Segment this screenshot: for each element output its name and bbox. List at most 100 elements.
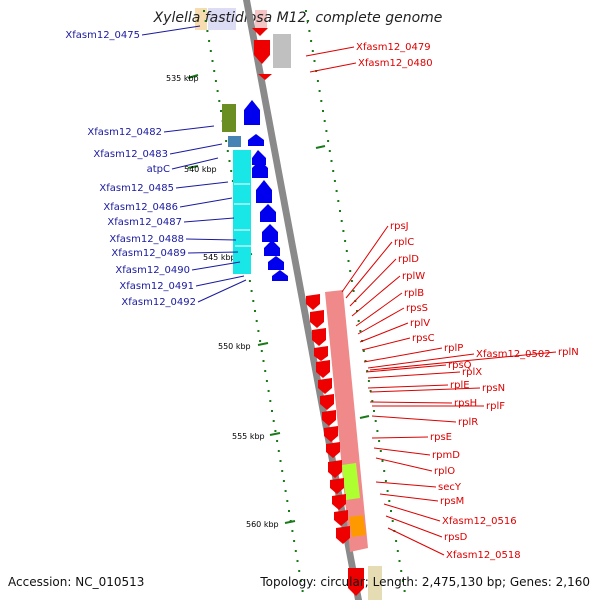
ruler-dot-right [366, 370, 369, 372]
ruler-dot-right [316, 80, 319, 82]
right-label-leader-line [309, 62, 357, 73]
forward-feature-track [222, 100, 288, 281]
ruler-dot-left [254, 310, 256, 312]
ruler-dot-right [376, 430, 379, 432]
right-gene-label: rpsM [440, 496, 464, 507]
gene-arrow-rpsc [322, 410, 336, 426]
ruler-dot-right [395, 540, 398, 542]
right-label-leader-line [345, 241, 393, 299]
left-gene-label: Xfasm12_0485 [99, 183, 174, 194]
ruler-dot-left [272, 420, 275, 422]
right-gene-labels: Xfasm12_0479 Xfasm12_0480 rpsJ rplC rplD rplW… [305, 42, 579, 561]
ruler-dot-left [208, 40, 211, 42]
ruler-dot-left [286, 500, 289, 502]
kbp-label-540: 540 kbp [184, 165, 217, 174]
gene-arrow-0478 [252, 28, 268, 36]
ruler-dot-left [265, 380, 268, 382]
ruler-dot-right [320, 100, 323, 102]
gene-arrow-0489 [264, 240, 280, 256]
right-label-leader-line [365, 364, 447, 373]
right-gene-label: Xfasm12_0502 [476, 349, 551, 360]
left-label-leader-line [195, 275, 245, 287]
ruler-dot-right [367, 380, 370, 382]
ruler-dot-left [271, 410, 273, 412]
right-label-leader-line [357, 307, 405, 335]
ruler-dot-right [373, 410, 375, 412]
right-gene-label: rplF [486, 401, 505, 412]
right-gene-label: rpsS [406, 303, 428, 314]
right-label-leader-line [379, 493, 439, 502]
gene-arrow-rpsh [334, 510, 348, 526]
kbp-tick-550 [257, 342, 269, 346]
gene-arrow-0488 [262, 224, 278, 242]
right-gene-label: rplX [462, 367, 482, 378]
ruler-dot-right [350, 280, 353, 282]
ruler-dot-right [384, 480, 387, 482]
ruler-dot-right [364, 360, 367, 362]
ruler-dot-left [228, 160, 231, 162]
right-label-leader-line [369, 351, 557, 371]
right-gene-label: rplC [394, 237, 414, 248]
kbp-label-560: 560 kbp [246, 520, 279, 529]
right-gene-label: rplO [434, 466, 455, 477]
kbp-tick-535 [187, 74, 199, 79]
right-label-leader-line [373, 447, 431, 456]
ruler-dot-left [226, 150, 229, 152]
ruler-dot-left [204, 20, 207, 22]
gene-arrow-rplp [324, 426, 338, 442]
right-gene-label: secY [438, 482, 462, 493]
ruler-dot-right [332, 170, 335, 172]
ruler-dot-left [276, 440, 279, 442]
right-label-leader-line [367, 384, 449, 389]
gene-block-0479 [273, 34, 291, 68]
ruler-dot-left [211, 60, 214, 62]
gene-block-bottom-tan [368, 566, 382, 600]
right-gene-label: rplE [450, 380, 470, 391]
ruler-dot-right [390, 510, 392, 512]
left-label-leader-line [187, 251, 239, 254]
right-gene-label: rplP [444, 343, 463, 354]
right-label-leader-line [371, 415, 457, 423]
ruler-dot-left [206, 30, 209, 32]
right-gene-label: rpsE [430, 432, 452, 443]
ruler-dot-right [342, 230, 345, 232]
right-label-leader-line [369, 387, 481, 393]
ruler-dot-left [284, 490, 287, 492]
ruler-dot-right [323, 120, 326, 122]
kbp-tick-right-a [315, 145, 326, 149]
right-gene-label: Xfasm12_0479 [356, 42, 431, 53]
ribosomal-operon-track [306, 290, 368, 552]
ruler-dot-right [386, 490, 389, 492]
ruler-dot-left [260, 350, 263, 352]
left-gene-label: Xfasm12_0475 [65, 30, 140, 41]
genome-backbone [243, 0, 362, 600]
ruler-dot-left [225, 140, 228, 142]
gene-arrow-0482 [244, 100, 260, 125]
left-gene-label: Xfasm12_0488 [109, 234, 184, 245]
left-label-leader-line [169, 143, 223, 155]
gene-arrow-rplv [320, 394, 334, 410]
ruler-dot-left [277, 450, 280, 452]
ruler-dot-right [357, 320, 360, 322]
right-gene-label: rpsD [444, 532, 468, 543]
kbp-label-535: 535 kbp [166, 74, 199, 83]
topology-text: Topology: circular; Length: 2,475,130 bp… [259, 575, 590, 589]
right-label-leader-line [387, 527, 445, 556]
right-label-leader-line [367, 371, 461, 379]
left-gene-label: atpC [147, 164, 170, 175]
ruler-dot-right [356, 310, 358, 312]
left-label-leader-line [179, 197, 233, 208]
ruler-dot-right [344, 240, 347, 242]
right-gene-label: rplV [410, 318, 430, 329]
right-gene-label: Xfasm12_0518 [446, 550, 521, 561]
left-gene-label: Xfasm12_0492 [121, 297, 196, 308]
right-label-leader-line [371, 436, 429, 439]
ruler-dot-right [400, 570, 403, 572]
left-label-leader-line [141, 25, 201, 36]
header-feature-peach [195, 8, 207, 30]
ruler-dot-right [330, 160, 333, 162]
kbp-tick-540 [187, 165, 199, 169]
right-gene-label: rpsQ [448, 360, 472, 371]
right-label-leader-line [341, 225, 389, 293]
